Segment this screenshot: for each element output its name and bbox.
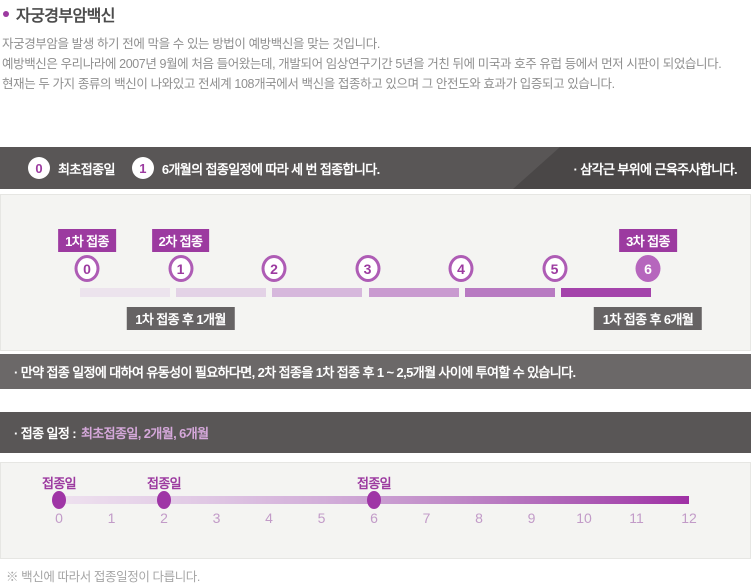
month-circle: 3 <box>355 255 380 282</box>
month-tick: 9 <box>527 510 536 526</box>
month-tick: 0 <box>55 510 63 526</box>
dose-day-label: 접종일 <box>356 476 392 491</box>
timeline-second: 접종일 접종일 접종일 0 1 2 3 4 5 6 7 8 9 10 11 12 <box>0 462 751 559</box>
badge-0-label: 최초접종일 <box>58 161 115 177</box>
timeline-segment <box>176 288 267 297</box>
schedule-header-bar: 0 최초접종일 1 6개월의 접종일정에 따라 세 번 접종합니다. · 삼각근… <box>0 147 751 189</box>
month-circle: 6 <box>635 255 661 282</box>
month-tick: 2 <box>160 510 168 526</box>
dose-tag: 1차 접종 <box>58 229 116 252</box>
dose-dot <box>367 491 381 509</box>
dose-day-label: 접종일 <box>146 476 182 491</box>
footnote: ※ 백신에 따라서 접종일정이 다릅니다. <box>6 570 200 584</box>
month-tick: 6 <box>370 510 378 526</box>
flexibility-note-bar: · 만약 접종 일정에 대하여 유동성이 필요하다면, 2차 접종을 1차 접종… <box>0 354 751 389</box>
after-dose-tag: 1차 접종 후 6개월 <box>593 307 703 330</box>
badge-1: 1 <box>131 157 154 179</box>
injection-site-panel: · 삼각근 부위에 근육주사합니다. <box>513 147 751 189</box>
schedule-header-badges: 0 최초접종일 1 6개월의 접종일정에 따라 세 번 접종합니다. <box>28 147 397 189</box>
timeline-segment <box>80 288 170 297</box>
dose-tag: 2차 접종 <box>151 229 210 252</box>
timeline-first: 1차 접종 2차 접종 3차 접종 0 1 2 3 4 5 6 1차 접종 후 1개월 1차 접종 후… <box>0 194 751 351</box>
intro-line: 자궁경부암을 발생 하기 전에 막을 수 있는 방법이 예방백신을 맞는 것입니… <box>2 37 380 51</box>
schedule2-label: · 접종 일정 : <box>14 426 77 441</box>
timeline-segment <box>272 288 363 297</box>
badge-0: 0 <box>28 157 50 179</box>
timeline-segment <box>368 288 459 297</box>
page-title-row: 자궁경부암백신 <box>3 2 115 26</box>
month-tick: 8 <box>475 510 483 526</box>
month-tick: 5 <box>317 510 326 526</box>
month-circle: 5 <box>542 255 567 282</box>
flexibility-note: · 만약 접종 일정에 대하여 유동성이 필요하다면, 2차 접종을 1차 접종… <box>14 365 576 380</box>
dose-dot <box>157 491 171 509</box>
schedule2-header-bar: · 접종 일정 : 최초접종일, 2개월, 6개월 <box>0 412 751 453</box>
month-circle: 4 <box>448 255 474 282</box>
badge-1-label: 6개월의 접종일정에 따라 세 번 접종합니다. <box>161 161 380 177</box>
title-bullet-icon <box>3 11 9 17</box>
dose-day-label: 접종일 <box>41 476 77 491</box>
timeline-segment <box>464 288 555 297</box>
timeline-segment <box>561 288 651 297</box>
dose-dot <box>52 491 66 509</box>
month-circle: 1 <box>168 255 193 282</box>
month-tick: 4 <box>265 510 273 526</box>
month-tick: 3 <box>212 510 221 526</box>
month-tick: 12 <box>681 510 697 526</box>
intro-paragraph: 자궁경부암을 발생 하기 전에 막을 수 있는 방법이 예방백신을 맞는 것입니… <box>2 34 750 94</box>
intro-line: 예방백신은 우리나라에 2007년 9월에 처음 들어왔는데, 개발되어 임상연… <box>2 57 722 71</box>
injection-site-note: · 삼각근 부위에 근육주사합니다. <box>573 161 738 177</box>
month-circle: 0 <box>74 255 100 282</box>
month-tick: 11 <box>629 510 644 526</box>
dose-tag: 3차 접종 <box>619 229 677 252</box>
month-tick: 1 <box>107 510 116 526</box>
schedule2-value: 최초접종일, 2개월, 6개월 <box>80 426 209 441</box>
page-title: 자궁경부암백신 <box>16 8 115 25</box>
intro-line: 현재는 두 가지 종류의 백신이 나와있고 전세계 108개국에서 백신을 접종… <box>2 77 615 91</box>
month-tick: 7 <box>422 510 431 526</box>
after-dose-tag: 1차 접종 후 1개월 <box>126 307 235 330</box>
month-tick: 10 <box>576 510 592 526</box>
month-circle: 2 <box>261 255 287 282</box>
